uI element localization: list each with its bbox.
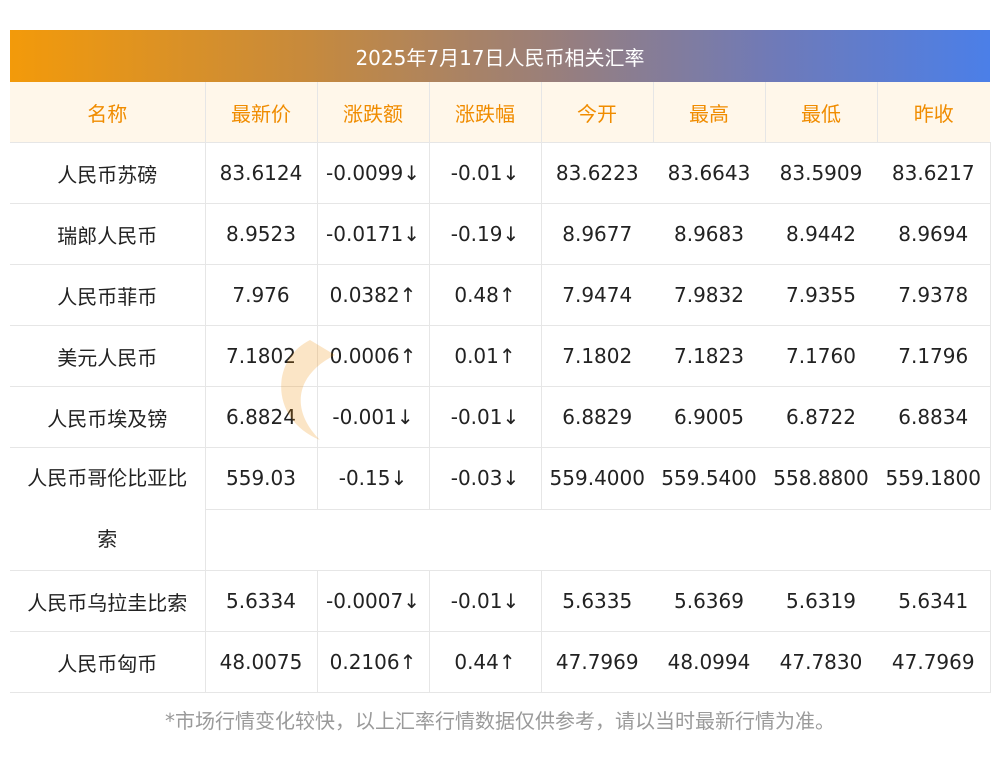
prev-close: 7.1796	[877, 325, 991, 387]
change-amount: 0.0006↑	[317, 325, 430, 387]
high-price: 48.0994	[653, 631, 765, 693]
currency-pair-name: 美元人民币	[10, 325, 206, 387]
low-price: 6.8722	[765, 386, 877, 448]
currency-pair-name: 人民币埃及镑	[10, 386, 206, 448]
prev-close: 47.7969	[877, 631, 991, 693]
column-header-latest: 最新价	[205, 82, 318, 143]
prev-close: 6.8834	[877, 386, 991, 448]
table-row: 人民币埃及镑 6.8824 -0.001↓ -0.01↓ 6.8829 6.9005 6.8…	[10, 386, 991, 448]
table-row: 人民币菲币 7.976 0.0382↑ 0.48↑ 7.9474 7.9832 7.9355…	[10, 264, 991, 326]
currency-pair-name: 人民币匈币	[10, 631, 206, 693]
low-price: 83.5909	[765, 142, 877, 204]
high-price: 7.1823	[653, 325, 765, 387]
table-header-row: 名称 最新价 涨跌额 涨跌幅 今开 最高 最低 昨收	[10, 82, 990, 143]
currency-pair-name: 人民币乌拉圭比索	[10, 570, 206, 632]
column-header-name: 名称	[10, 82, 206, 143]
latest-price: 48.0075	[205, 631, 318, 693]
low-price: 7.1760	[765, 325, 877, 387]
latest-price: 7.976	[205, 264, 318, 326]
high-price: 6.9005	[653, 386, 765, 448]
page-title: 2025年7月17日人民币相关汇率	[10, 30, 990, 82]
prev-close: 8.9694	[877, 203, 991, 265]
change-amount: -0.0099↓	[317, 142, 430, 204]
table-row: 人民币乌拉圭比索 5.6334 -0.0007↓ -0.01↓ 5.6335 5.6369…	[10, 570, 991, 632]
high-price: 5.6369	[653, 570, 765, 632]
latest-price: 8.9523	[205, 203, 318, 265]
latest-price: 83.6124	[205, 142, 318, 204]
currency-pair-name: 人民币苏磅	[10, 142, 206, 204]
latest-price: 6.8824	[205, 386, 318, 448]
change-percent: 0.44↑	[429, 631, 542, 693]
column-header-high: 最高	[653, 82, 766, 143]
open-price: 47.7969	[541, 631, 653, 693]
prev-close: 7.9378	[877, 264, 991, 326]
latest-price: 5.6334	[205, 570, 318, 632]
currency-pair-name: 瑞郎人民币	[10, 203, 206, 265]
change-percent: -0.01↓	[429, 386, 542, 448]
high-price: 559.5400	[653, 447, 765, 510]
change-amount: -0.0171↓	[317, 203, 430, 265]
open-price: 6.8829	[541, 386, 653, 448]
change-percent: -0.19↓	[429, 203, 542, 265]
table-row: 瑞郎人民币 8.9523 -0.0171↓ -0.19↓ 8.9677 8.9683 8.9…	[10, 203, 991, 265]
low-price: 7.9355	[765, 264, 877, 326]
open-price: 559.4000	[541, 447, 653, 510]
table-row: 人民币苏磅 83.6124 -0.0099↓ -0.01↓ 83.6223 83.6643…	[10, 142, 991, 204]
prev-close: 559.1800	[877, 447, 991, 510]
change-amount: 0.0382↑	[317, 264, 430, 326]
low-price: 5.6319	[765, 570, 877, 632]
prev-close: 5.6341	[877, 570, 991, 632]
change-amount: 0.2106↑	[317, 631, 430, 693]
low-price: 47.7830	[765, 631, 877, 693]
table-row: 人民币匈币 48.0075 0.2106↑ 0.44↑ 47.7969 48.0994 47…	[10, 631, 991, 693]
column-header-change: 涨跌额	[317, 82, 430, 143]
latest-price: 7.1802	[205, 325, 318, 387]
prev-close: 83.6217	[877, 142, 991, 204]
currency-pair-name: 人民币哥伦比亚比索	[10, 447, 206, 571]
open-price: 7.9474	[541, 264, 653, 326]
change-percent: -0.03↓	[429, 447, 542, 510]
currency-pair-name-line1: 人民币哥伦比亚比	[27, 466, 188, 490]
open-price: 8.9677	[541, 203, 653, 265]
open-price: 7.1802	[541, 325, 653, 387]
open-price: 5.6335	[541, 570, 653, 632]
high-price: 8.9683	[653, 203, 765, 265]
change-percent: 0.01↑	[429, 325, 542, 387]
change-percent: -0.01↓	[429, 570, 542, 632]
table-row: 人民币哥伦比亚比索 559.03 -0.15↓ -0.03↓ 559.4000 559.5…	[10, 447, 991, 571]
low-price: 558.8800	[765, 447, 877, 510]
table-row-continuation	[10, 509, 990, 571]
currency-pair-name: 人民币菲币	[10, 264, 206, 326]
column-header-prev-close: 昨收	[877, 82, 990, 143]
currency-pair-name-line2: 索	[97, 527, 118, 551]
low-price: 8.9442	[765, 203, 877, 265]
latest-price: 559.03	[205, 447, 318, 510]
change-amount: -0.0007↓	[317, 570, 430, 632]
table-row: 美元人民币 7.1802 0.0006↑ 0.01↑ 7.1802 7.1823 7.176…	[10, 325, 991, 387]
high-price: 83.6643	[653, 142, 765, 204]
column-header-low: 最低	[765, 82, 878, 143]
column-header-change-pct: 涨跌幅	[429, 82, 542, 143]
footnote: *市场行情变化较快，以上汇率行情数据仅供参考，请以当时最新行情为准。	[165, 709, 835, 733]
open-price: 83.6223	[541, 142, 653, 204]
change-percent: -0.01↓	[429, 142, 542, 204]
change-amount: -0.001↓	[317, 386, 430, 448]
exchange-rate-table: 名称 最新价 涨跌额 涨跌幅 今开 最高 最低 昨收 人民币苏磅 83.6124-…	[10, 82, 991, 693]
change-percent: 0.48↑	[429, 264, 542, 326]
high-price: 7.9832	[653, 264, 765, 326]
column-header-open: 今开	[541, 82, 654, 143]
change-amount: -0.15↓	[317, 447, 430, 510]
row-spacer	[205, 509, 990, 571]
